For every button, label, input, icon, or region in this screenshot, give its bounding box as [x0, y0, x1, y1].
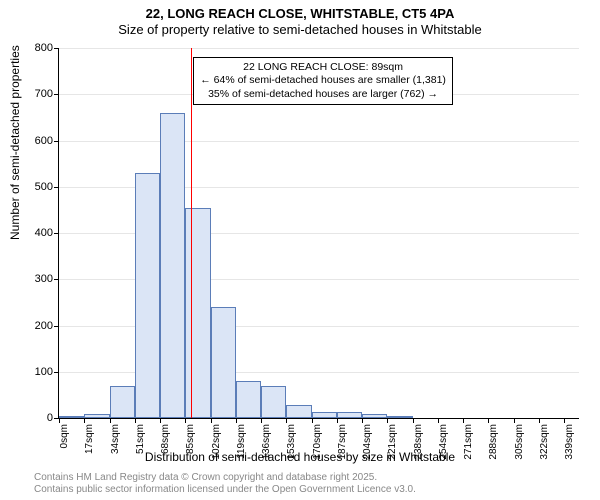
xtick-mark: [59, 418, 60, 423]
histogram-plot: 01002003004005006007008000sqm17sqm34sqm5…: [58, 48, 579, 419]
histogram-bar: [362, 414, 387, 418]
ytick-label: 400: [35, 227, 53, 239]
ytick-mark: [54, 372, 59, 373]
xtick-mark: [463, 418, 464, 423]
annotation-line1: 22 LONG REACH CLOSE: 89sqm: [200, 61, 446, 74]
xtick-mark: [135, 418, 136, 423]
histogram-bar: [387, 416, 412, 418]
histogram-bar: [110, 386, 135, 418]
histogram-bar: [185, 208, 210, 418]
xtick-mark: [211, 418, 212, 423]
ytick-mark: [54, 94, 59, 95]
annotation-line3: 35% of semi-detached houses are larger (…: [200, 88, 446, 101]
x-axis-label: Distribution of semi-detached houses by …: [0, 450, 600, 464]
xtick-label: 0sqm: [59, 424, 70, 448]
ytick-mark: [54, 279, 59, 280]
xtick-mark: [185, 418, 186, 423]
ytick-mark: [54, 326, 59, 327]
xtick-mark: [438, 418, 439, 423]
footer-line2: Contains public sector information licen…: [34, 484, 416, 496]
xtick-mark: [236, 418, 237, 423]
xtick-mark: [413, 418, 414, 423]
xtick-mark: [387, 418, 388, 423]
xtick-mark: [514, 418, 515, 423]
ytick-mark: [54, 233, 59, 234]
xtick-mark: [337, 418, 338, 423]
histogram-bar: [236, 381, 261, 418]
ytick-label: 800: [35, 42, 53, 54]
histogram-bar: [84, 414, 109, 418]
xtick-mark: [160, 418, 161, 423]
ytick-label: 600: [35, 135, 53, 147]
y-axis-label: Number of semi-detached properties: [8, 45, 22, 240]
ytick-label: 200: [35, 320, 53, 332]
xtick-mark: [539, 418, 540, 423]
xtick-mark: [488, 418, 489, 423]
xtick-mark: [261, 418, 262, 423]
footer-line1: Contains HM Land Registry data © Crown c…: [34, 472, 416, 484]
gridline-h: [59, 141, 579, 142]
chart-title-line2: Size of property relative to semi-detach…: [0, 22, 600, 38]
histogram-bar: [261, 386, 286, 418]
xtick-mark: [312, 418, 313, 423]
annotation-box: 22 LONG REACH CLOSE: 89sqm← 64% of semi-…: [193, 57, 453, 104]
chart-title-block: 22, LONG REACH CLOSE, WHITSTABLE, CT5 4P…: [0, 0, 600, 39]
ytick-label: 500: [35, 181, 53, 193]
xtick-mark: [362, 418, 363, 423]
histogram-bar: [211, 307, 236, 418]
ytick-mark: [54, 187, 59, 188]
gridline-h: [59, 48, 579, 49]
chart-footer: Contains HM Land Registry data © Crown c…: [34, 472, 416, 496]
ytick-label: 0: [47, 412, 53, 424]
ytick-label: 300: [35, 273, 53, 285]
xtick-mark: [286, 418, 287, 423]
ytick-mark: [54, 141, 59, 142]
reference-line: [191, 48, 192, 418]
histogram-bar: [312, 412, 337, 418]
histogram-bar: [160, 113, 185, 418]
xtick-mark: [84, 418, 85, 423]
histogram-bar: [286, 405, 311, 418]
annotation-line2: ← 64% of semi-detached houses are smalle…: [200, 74, 446, 87]
chart-title-line1: 22, LONG REACH CLOSE, WHITSTABLE, CT5 4P…: [0, 6, 600, 22]
histogram-bar: [337, 412, 362, 418]
ytick-label: 700: [35, 88, 53, 100]
xtick-mark: [564, 418, 565, 423]
ytick-label: 100: [35, 366, 53, 378]
histogram-bar: [59, 416, 84, 418]
histogram-bar: [135, 173, 160, 418]
xtick-mark: [110, 418, 111, 423]
ytick-mark: [54, 48, 59, 49]
